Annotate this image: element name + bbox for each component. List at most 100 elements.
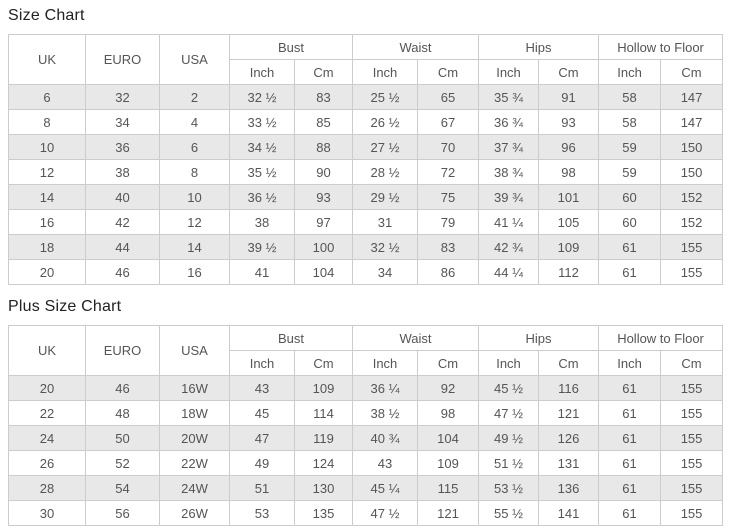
table-cell: 53 ½ <box>478 475 540 501</box>
table-cell: 26 ½ <box>352 109 419 135</box>
table-cell: 4 <box>159 109 230 135</box>
table-cell: 20 <box>8 375 86 401</box>
table-cell: 42 <box>85 209 160 235</box>
table-cell: 101 <box>538 184 600 210</box>
table-cell: 38 <box>229 209 295 235</box>
table-cell: 32 ½ <box>352 234 419 260</box>
table-cell: 109 <box>417 450 480 476</box>
table-cell: 51 <box>229 475 295 501</box>
table-cell: 109 <box>293 375 354 401</box>
unit-header: Cm <box>293 59 354 85</box>
table-cell: 41 ¼ <box>478 209 540 235</box>
table-row: 14 40 10 36 ½ 93 29 ½ 75 39 ¾ 101 60 152 <box>8 184 724 210</box>
plus-size-chart-table: UK EURO USA Bust Waist Hips Hollow to Floor Inc… <box>8 325 724 526</box>
unit-header: Cm <box>417 59 480 85</box>
table-cell: 61 <box>598 500 662 526</box>
unit-header: Inch <box>352 350 419 376</box>
table-row: 12 38 8 35 ½ 90 28 ½ 72 38 ¾ 98 59 150 <box>8 159 724 185</box>
table-cell: 75 <box>417 184 480 210</box>
table-cell: 109 <box>538 234 600 260</box>
table-header: UK EURO USA Bust Waist Hips Hollow to Floor Inc… <box>8 325 724 376</box>
table-cell: 61 <box>598 375 662 401</box>
table-cell: 155 <box>660 475 724 501</box>
table-cell: 47 <box>229 425 295 451</box>
column-group-header: Waist <box>352 325 480 351</box>
size-chart-title: Size Chart <box>8 7 85 24</box>
table-cell: 150 <box>660 159 724 185</box>
unit-header: Cm <box>660 350 724 376</box>
table-cell: 26 <box>8 450 86 476</box>
table-cell: 8 <box>8 109 86 135</box>
table-cell: 119 <box>293 425 354 451</box>
table-cell: 38 <box>85 159 160 185</box>
table-cell: 121 <box>538 400 600 426</box>
table-cell: 22 <box>8 400 86 426</box>
table-cell: 30 <box>8 500 86 526</box>
column-header: UK <box>8 34 86 85</box>
table-cell: 36 ½ <box>229 184 295 210</box>
table-cell: 152 <box>660 184 724 210</box>
column-header: USA <box>159 325 230 376</box>
table-cell: 34 ½ <box>229 134 295 160</box>
table-row: 30 56 26W 53 135 47 ½ 121 55 ½ 141 61 155 <box>8 500 724 526</box>
table-cell: 59 <box>598 134 662 160</box>
table-cell: 92 <box>417 375 480 401</box>
table-cell: 45 ½ <box>478 375 540 401</box>
table-cell: 136 <box>538 475 600 501</box>
table-cell: 44 ¼ <box>478 259 540 285</box>
table-cell: 97 <box>293 209 354 235</box>
unit-header: Inch <box>229 59 295 85</box>
table-cell: 34 <box>352 259 419 285</box>
table-header: UK EURO USA Bust Waist Hips Hollow to Floor Inc… <box>8 34 724 85</box>
table-cell: 155 <box>660 425 724 451</box>
table-row: 24 50 20W 47 119 40 ¾ 104 49 ½ 126 61 155 <box>8 425 724 451</box>
unit-header: Inch <box>478 350 540 376</box>
table-cell: 98 <box>538 159 600 185</box>
unit-header: Cm <box>293 350 354 376</box>
table-row: 8 34 4 33 ½ 85 26 ½ 67 36 ¾ 93 58 147 <box>8 109 724 135</box>
unit-header: Inch <box>598 350 662 376</box>
column-group-header: Waist <box>352 34 480 60</box>
table-cell: 46 <box>85 375 160 401</box>
table-cell: 52 <box>85 450 160 476</box>
unit-header: Inch <box>229 350 295 376</box>
table-cell: 16 <box>159 259 230 285</box>
size-chart-table: UK EURO USA Bust Waist Hips Hollow to Floor Inc… <box>8 34 724 285</box>
table-cell: 85 <box>293 109 354 135</box>
table-cell: 48 <box>85 400 160 426</box>
table-cell: 47 ½ <box>352 500 419 526</box>
table-cell: 10 <box>159 184 230 210</box>
table-cell: 50 <box>85 425 160 451</box>
table-cell: 61 <box>598 425 662 451</box>
unit-header: Inch <box>352 59 419 85</box>
table-cell: 38 ¾ <box>478 159 540 185</box>
column-header: USA <box>159 34 230 85</box>
table-cell: 26W <box>159 500 230 526</box>
table-cell: 18W <box>159 400 230 426</box>
table-cell: 60 <box>598 184 662 210</box>
size-chart-section: Size Chart UK EURO USA Bust Waist Hips Hollow … <box>8 4 724 285</box>
table-cell: 41 <box>229 259 295 285</box>
table-cell: 31 <box>352 209 419 235</box>
table-cell: 16W <box>159 375 230 401</box>
table-cell: 53 <box>229 500 295 526</box>
table-cell: 72 <box>417 159 480 185</box>
column-group-header: Bust <box>228 325 354 351</box>
table-cell: 44 <box>85 234 160 260</box>
table-cell: 12 <box>159 209 230 235</box>
table-cell: 86 <box>417 259 480 285</box>
column-header: UK <box>8 325 86 376</box>
table-cell: 27 ½ <box>352 134 419 160</box>
table-cell: 155 <box>660 450 724 476</box>
table-cell: 67 <box>417 109 480 135</box>
table-row: 20 46 16 41 104 34 86 44 ¼ 112 61 155 <box>8 259 724 285</box>
table-cell: 55 ½ <box>478 500 540 526</box>
table-cell: 2 <box>159 84 230 110</box>
table-cell: 43 <box>229 375 295 401</box>
table-cell: 155 <box>660 375 724 401</box>
table-cell: 147 <box>660 109 724 135</box>
column-group-header: Hollow to Floor <box>598 325 724 351</box>
table-body: 6 32 2 32 ½ 83 25 ½ 65 35 ¾ 91 58 147 8 34 4 33 ½ 85 26 … <box>8 84 724 285</box>
table-cell: 121 <box>417 500 480 526</box>
